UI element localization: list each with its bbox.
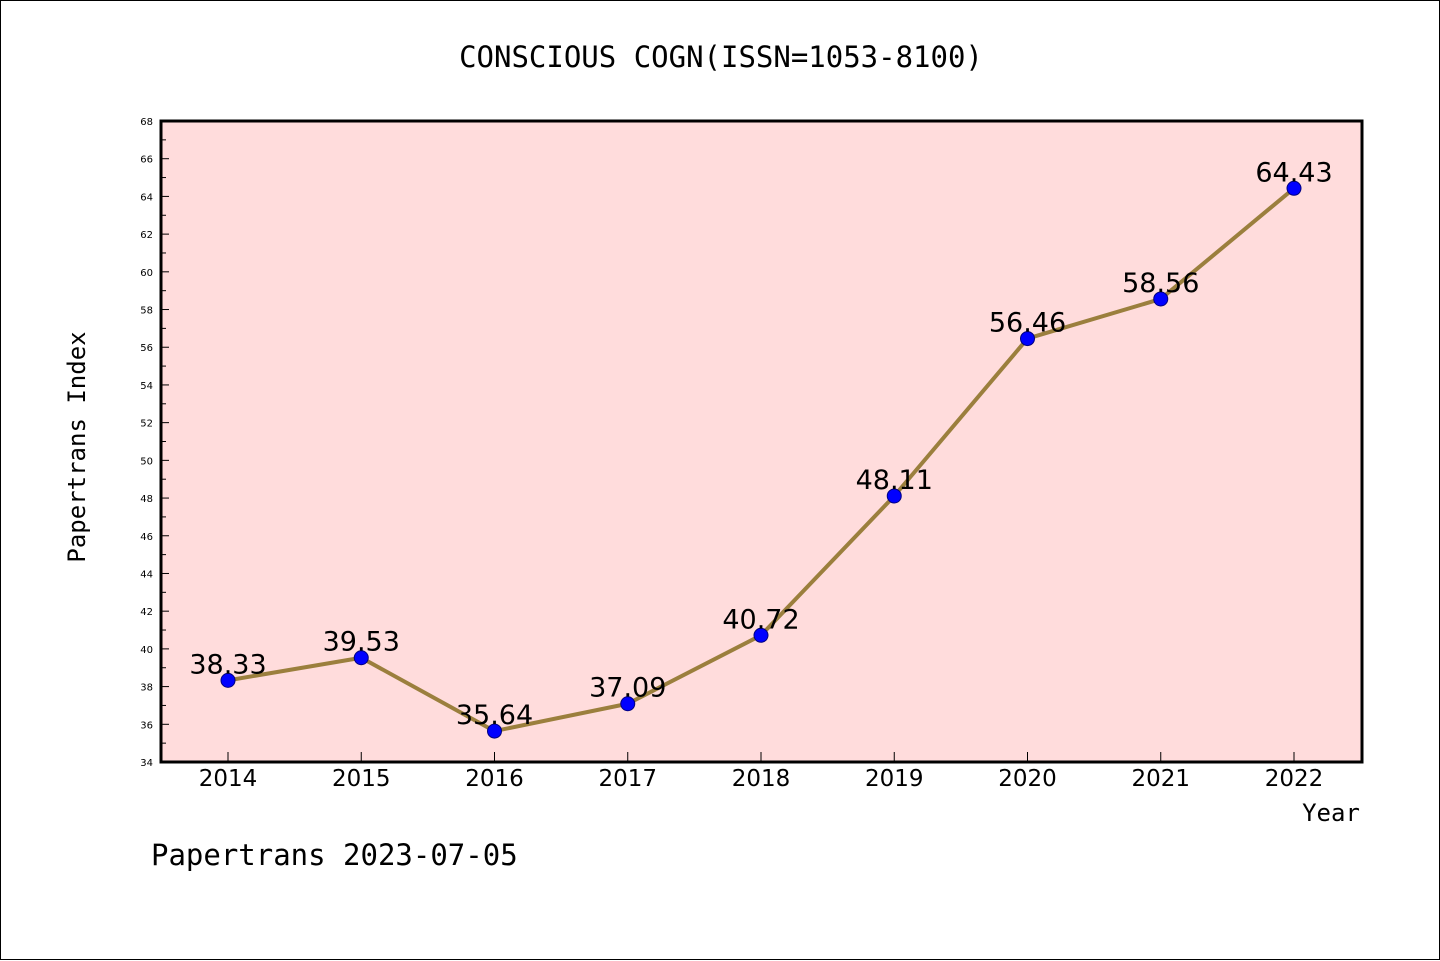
- y-tick-label: 48: [140, 494, 153, 505]
- x-tick-label: 2020: [998, 766, 1057, 792]
- y-tick-label: 40: [140, 645, 153, 656]
- x-axis-label: Year: [1302, 799, 1360, 827]
- data-labels: 38.33 39.53 35.64 37.09 40.72 48.11 56.46 58.56…: [189, 157, 1332, 731]
- footer-note: Papertrans 2023-07-05: [151, 838, 518, 872]
- data-point-marker: [753, 627, 769, 643]
- x-tick-label: 2017: [598, 766, 657, 792]
- y-tick-label: 50: [140, 456, 153, 467]
- y-tick-label: 60: [140, 268, 153, 279]
- data-label: 56.46: [989, 308, 1066, 339]
- y-tick-label: 56: [140, 343, 153, 354]
- x-tick-label: 2016: [465, 766, 524, 792]
- y-tick-label: 38: [140, 683, 153, 694]
- data-point-marker: [620, 696, 636, 712]
- plot-area: [159, 119, 1364, 764]
- x-tick-label: 2014: [199, 766, 258, 792]
- y-tick-label: 36: [140, 720, 153, 731]
- y-tick-label: 54: [140, 381, 153, 392]
- x-tick-label: 2022: [1265, 766, 1324, 792]
- y-tick-label: 68: [140, 117, 153, 128]
- data-label: 35.64: [456, 700, 533, 731]
- y-axis: 34 36 38 40 42 44 46 48 50 52 54 56 58 60 62 64 66 68: [140, 117, 169, 769]
- x-tick-label: 2015: [332, 766, 391, 792]
- data-label: 64.43: [1255, 157, 1332, 188]
- y-tick-label: 58: [140, 306, 153, 317]
- data-label: 58.56: [1122, 268, 1199, 299]
- data-label: 37.09: [589, 673, 666, 704]
- series-line-group: [220, 180, 1302, 739]
- data-point-marker: [886, 488, 902, 504]
- y-tick-label: 52: [140, 419, 153, 430]
- y-axis-label: Papertrans Index: [63, 331, 91, 562]
- data-point-marker: [220, 672, 236, 688]
- chart-title: CONSCIOUS COGN(ISSN=1053-8100): [459, 40, 983, 74]
- y-tick-label: 42: [140, 607, 153, 618]
- y-tick-label: 46: [140, 532, 153, 543]
- data-point-marker: [1286, 180, 1302, 196]
- y-tick-label: 66: [140, 155, 153, 166]
- y-tick-label: 64: [140, 192, 153, 203]
- data-point-marker: [487, 723, 502, 739]
- x-tick-label: 2019: [865, 766, 924, 792]
- data-point-marker: [1153, 291, 1169, 307]
- x-axis: 2014 2015 2016 2017 2018 2019 2020 2021 2022: [199, 752, 1324, 792]
- data-label: 39.53: [323, 627, 400, 658]
- data-point-marker: [1020, 331, 1035, 347]
- x-tick-label: 2021: [1131, 766, 1190, 792]
- x-tick-label: 2018: [732, 766, 791, 792]
- y-tick-label: 44: [140, 569, 153, 580]
- data-label: 38.33: [189, 649, 266, 680]
- y-tick-label: 34: [140, 758, 153, 769]
- y-tick-label: 62: [140, 230, 153, 241]
- data-label: 40.72: [722, 604, 799, 635]
- data-point-marker: [353, 650, 369, 666]
- data-label: 48.11: [856, 465, 933, 496]
